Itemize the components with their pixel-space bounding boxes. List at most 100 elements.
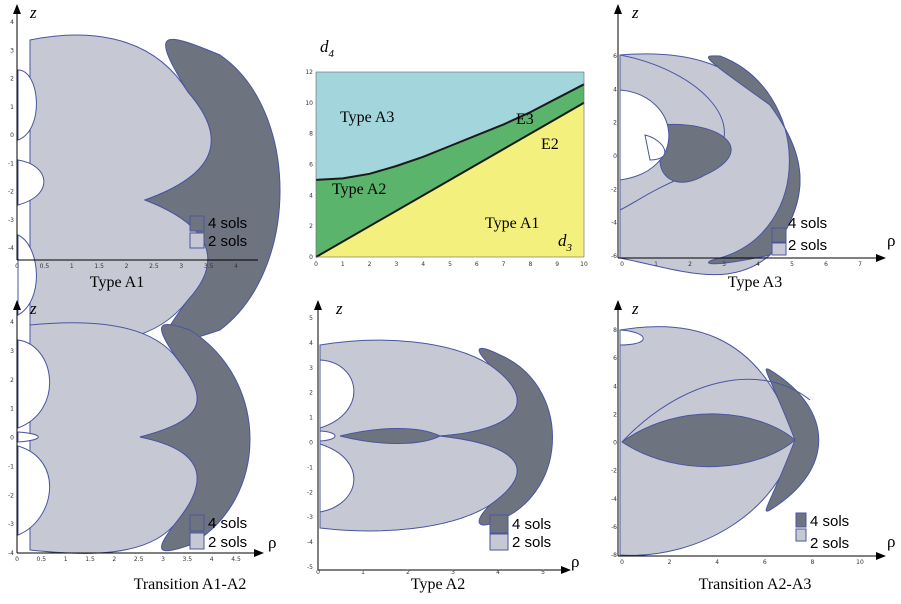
y-tick-label: -2 <box>8 189 14 196</box>
region-4-sols <box>439 347 553 526</box>
x-tick-label: 2 <box>668 559 672 566</box>
x-tick-label: 0.5 <box>37 556 47 563</box>
legend-label-2-sols: 2 sols <box>810 535 849 552</box>
y-tick-label: -3 <box>8 521 14 528</box>
curve-e2 <box>315 101 585 258</box>
y-tick-label: -2 <box>8 492 14 499</box>
y-axis-arrow-icon <box>13 4 21 14</box>
region-4-sols-lens <box>621 413 796 468</box>
y-tick-label: 6 <box>613 355 617 362</box>
y-axis-arrow-icon <box>614 300 622 310</box>
legend-swatch-light <box>189 232 205 249</box>
y-tick-label: -6 <box>611 524 617 531</box>
label-e3: E3 <box>516 111 534 128</box>
x-tick-label: 4 <box>756 261 760 268</box>
panel-caption: Transition A2-A3 <box>699 576 812 593</box>
x-tick-label: 7 <box>502 261 506 268</box>
x-tick-label: 4 <box>210 556 214 563</box>
x-tick-label: 1 <box>654 261 658 268</box>
y-tick-label: -4 <box>8 245 14 252</box>
y-tick-label: -2 <box>611 468 617 475</box>
y-axis-arrow-icon <box>614 4 622 14</box>
x-tick-label: 2.5 <box>149 263 159 270</box>
panel-caption: Type A1 <box>90 274 144 291</box>
panel-transition-a1-a2: z ρ Transition A1-A2 4 sols 2 sols 0 0.5 1… <box>8 299 276 593</box>
x-tick-label: 5 <box>448 261 452 268</box>
x-tick-label: 0 <box>316 569 320 576</box>
z-axis-label: z <box>631 299 639 318</box>
y-tick-label: -4 <box>8 550 14 557</box>
x-tick-label: 4.5 <box>231 556 241 563</box>
legend-label-2-sols: 2 sols <box>208 534 247 551</box>
x-tick-label: 4 <box>496 569 500 576</box>
legend-swatch-dark <box>489 514 509 534</box>
region-4-sols-lens <box>339 428 442 444</box>
y-tick-label: 3 <box>10 348 14 355</box>
region-4-sols-inner <box>659 123 732 183</box>
panel-caption: Type A2 <box>411 576 465 593</box>
y-tick-label: 8 <box>613 327 617 334</box>
y-tick-label: 4 <box>613 383 617 390</box>
legend-swatch-light <box>795 528 807 542</box>
legend-swatch-dark <box>795 512 807 528</box>
x-tick-label: 10 <box>580 261 588 268</box>
legend-label-2-sols: 2 sols <box>512 534 551 551</box>
label-e2: E2 <box>541 136 559 153</box>
legend-swatch-light <box>189 532 205 550</box>
y-tick-label: -5 <box>307 564 313 571</box>
legend-swatch-light <box>771 242 787 256</box>
y-tick-label: -6 <box>611 253 617 260</box>
y-tick-label: 0 <box>309 254 313 261</box>
legend-label-4-sols: 4 sols <box>208 215 247 232</box>
x-tick-label: 2 <box>688 261 692 268</box>
rho-axis-label: ρ <box>887 231 895 250</box>
x-tick-label: 6 <box>824 261 828 268</box>
x-tick-label: 4 <box>715 559 719 566</box>
y-tick-label: -1 <box>8 463 14 470</box>
region-4-sols <box>708 55 801 265</box>
panel-caption: Transition A1-A2 <box>134 576 247 593</box>
y-tick-label: 2 <box>309 223 313 230</box>
y-tick-label: -3 <box>307 514 313 521</box>
x-tick-label: 3 <box>451 569 455 576</box>
x-tick-label: 2 <box>406 569 410 576</box>
x-tick-label: 3 <box>161 556 165 563</box>
y-tick-label: 4 <box>10 19 14 26</box>
x-tick-label: 0 <box>620 559 624 566</box>
x-tick-label: 9 <box>555 261 559 268</box>
y-axis-arrow-icon <box>13 300 21 310</box>
panel-type-a3: z ρ Type A3 4 sols 2 sols 0 1 2 3 4 5 6 7 6 4 2 0 -2… <box>611 3 895 291</box>
x-tick-label: 3 <box>179 263 183 270</box>
x-tick-label: 6 <box>763 559 767 566</box>
y-tick-label: 0 <box>10 435 14 442</box>
x-tick-label: 0.5 <box>40 263 50 270</box>
x-tick-label: 0 <box>15 556 19 563</box>
label-type-a1: Type A1 <box>485 215 539 232</box>
y-tick-label: 10 <box>305 100 313 107</box>
x-tick-label: 3.5 <box>204 263 214 270</box>
rho-axis-label: ρ <box>268 533 276 552</box>
region-type-a2 <box>316 84 584 257</box>
x-tick-label: 1 <box>64 556 68 563</box>
x-tick-label: 1.5 <box>85 556 95 563</box>
x-axis-arrow-icon <box>561 566 571 574</box>
legend-label-2-sols: 2 sols <box>788 237 827 254</box>
legend-swatch-dark <box>189 514 205 532</box>
y-tick-label: -2 <box>307 489 313 496</box>
x-tick-label: 4 <box>234 263 238 270</box>
y-tick-label: 2 <box>309 390 313 397</box>
y-tick-label: 2 <box>10 76 14 83</box>
z-axis-label: z <box>335 299 343 318</box>
rho-axis-label: ρ <box>571 552 579 571</box>
x-tick-label: 3 <box>722 261 726 268</box>
y-tick-label: 8 <box>309 131 313 138</box>
y-tick-label: 5 <box>309 315 313 322</box>
x-tick-label: 1 <box>361 569 365 576</box>
y-tick-label: 4 <box>309 340 313 347</box>
y-tick-label: -2 <box>611 186 617 193</box>
z-axis-label: z <box>29 3 37 22</box>
y-tick-label: 4 <box>309 192 313 199</box>
x-tick-label: 0 <box>15 263 19 270</box>
y-tick-label: -4 <box>611 496 617 503</box>
